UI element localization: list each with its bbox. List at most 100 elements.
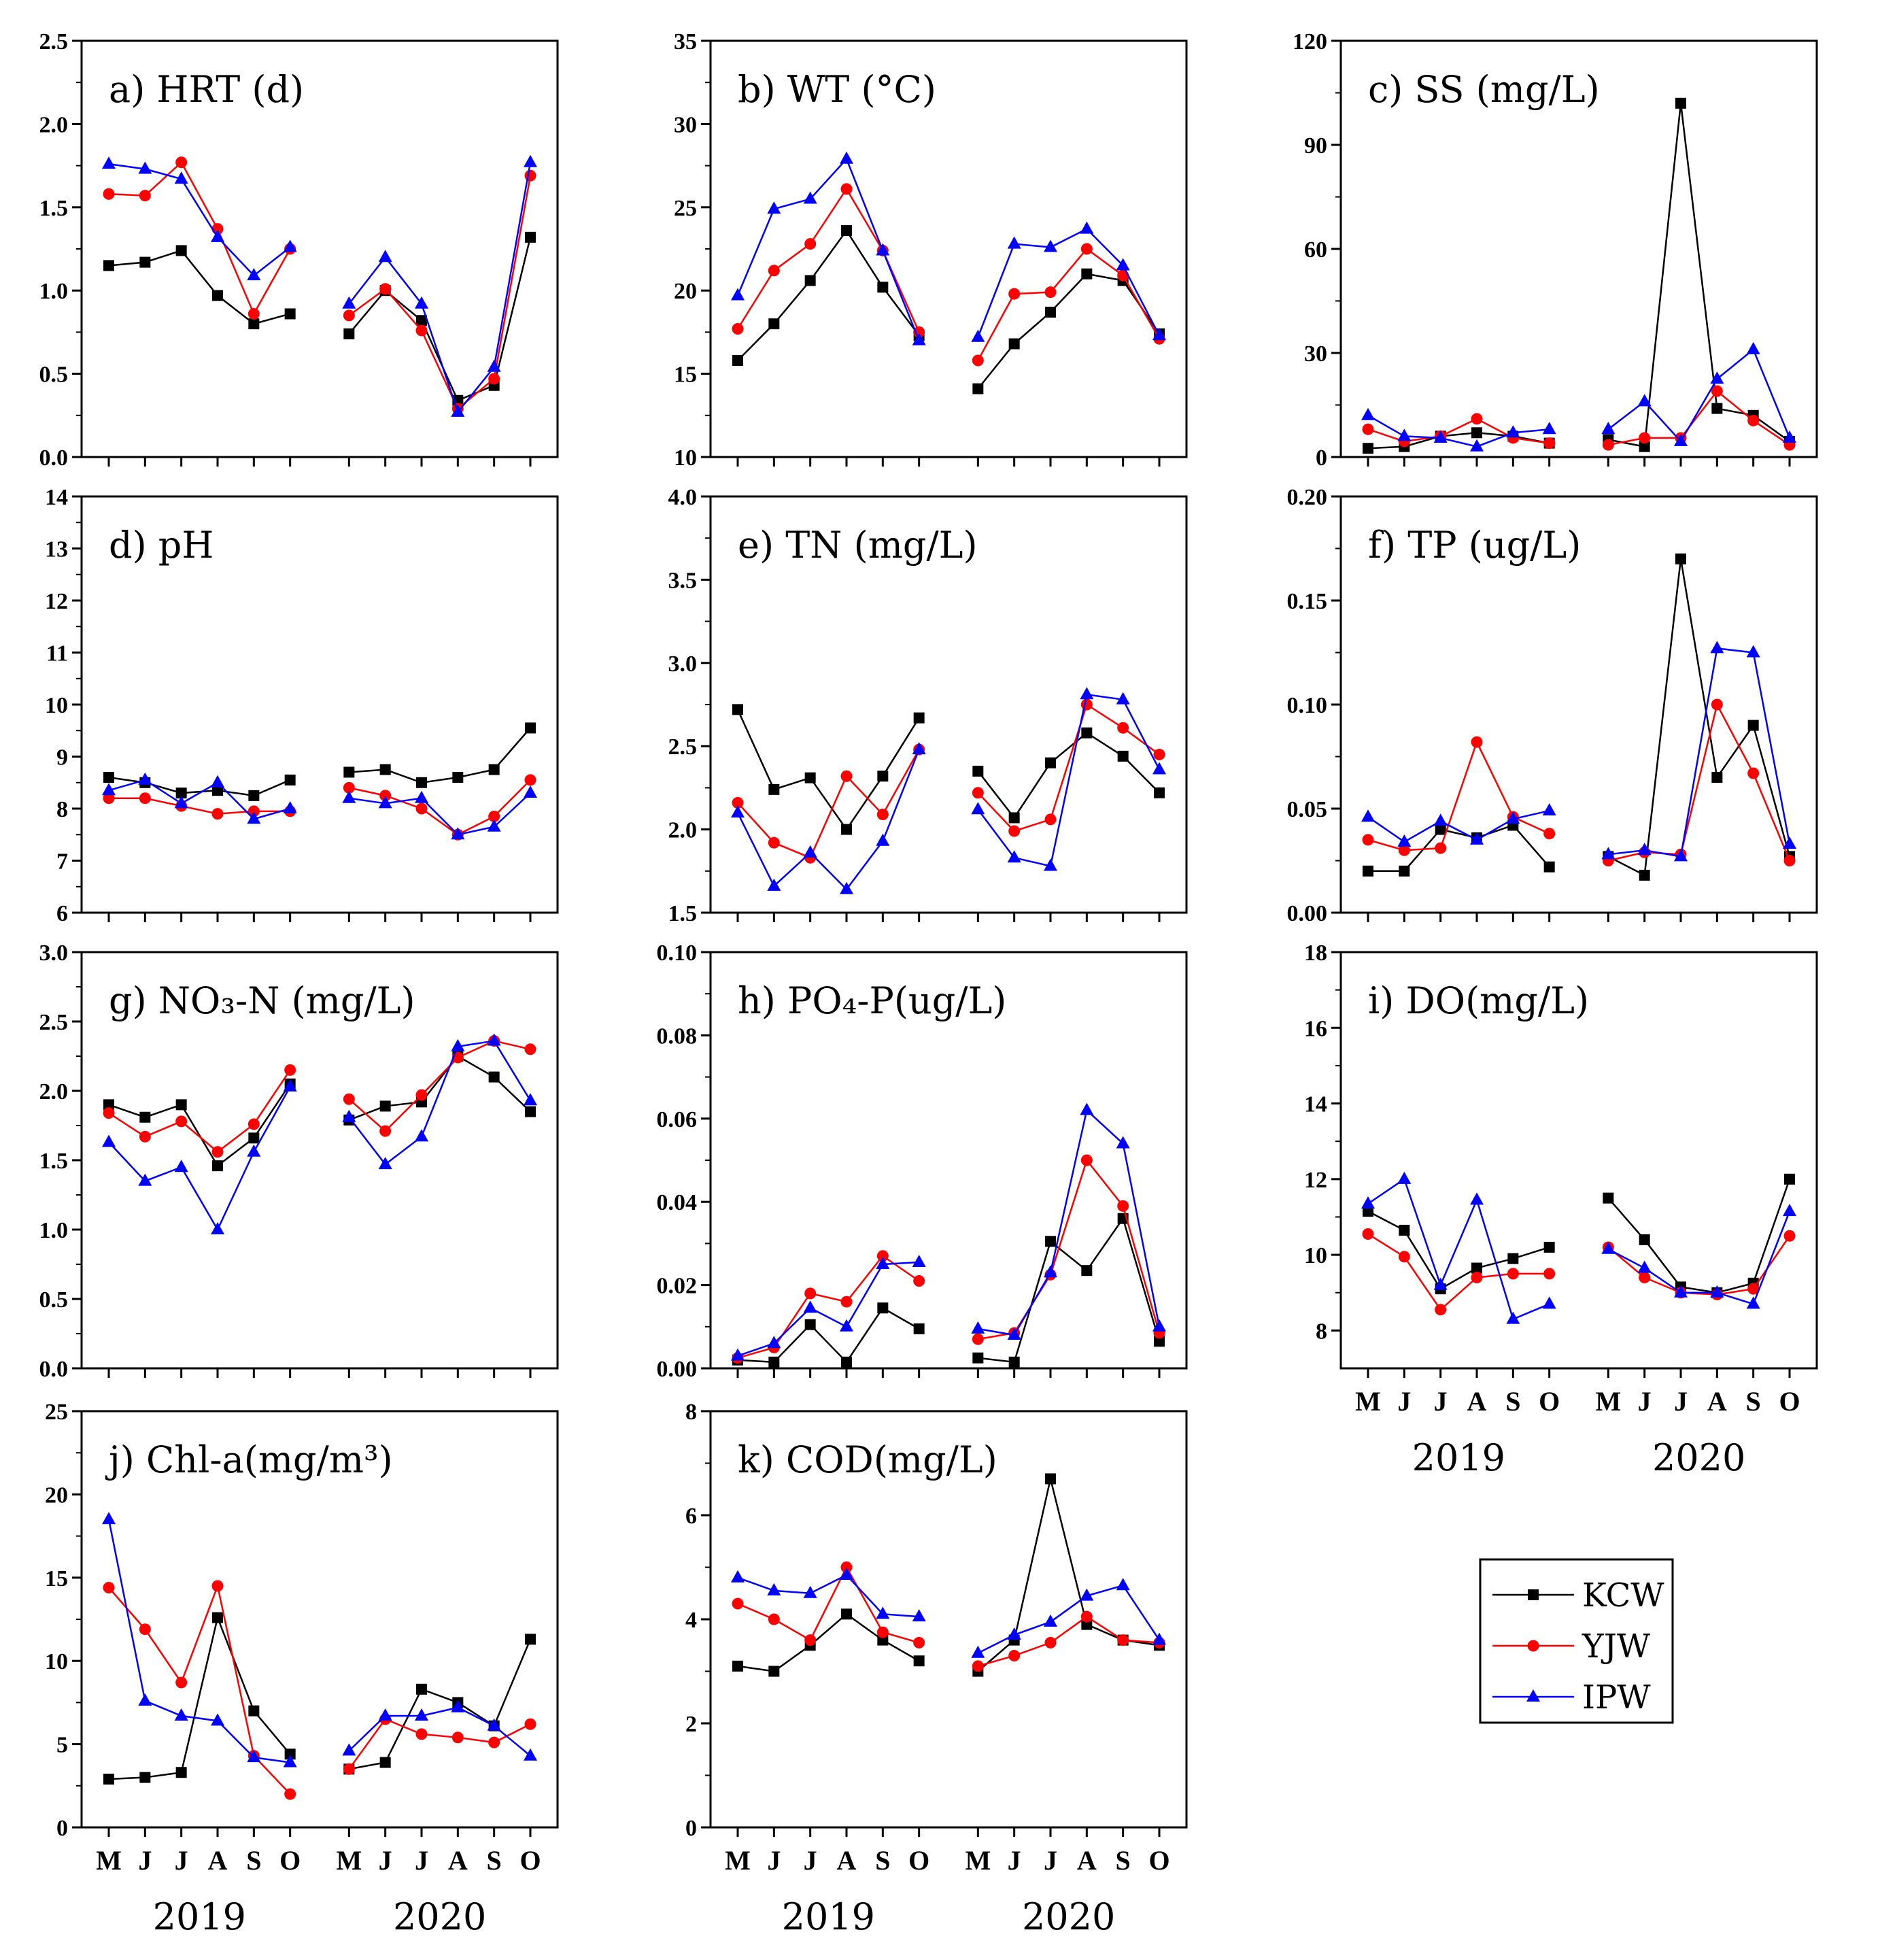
x-tick-label: O (1148, 1845, 1169, 1876)
y-tick-label: 2 (685, 1712, 697, 1737)
series-line-KCW-2019 (737, 1612, 920, 1672)
data-point-YJW (451, 1731, 464, 1744)
x-tick-label: A (837, 1845, 857, 1876)
y-tick-label: 0.0 (39, 445, 69, 471)
y-tick-label: 0.10 (657, 941, 698, 966)
series-line-YJW-2020 (1607, 1235, 1791, 1296)
data-point-IPW (876, 1257, 890, 1269)
data-point-IPW (971, 802, 985, 815)
data-point-IPW (283, 801, 297, 813)
x-tick-label: J (138, 1845, 152, 1876)
data-point-YJW (488, 373, 500, 385)
data-point-KCW (248, 790, 260, 801)
data-point-KCW (1784, 1173, 1795, 1185)
year-label-2020: 2020 (1652, 1436, 1745, 1479)
series-line-KCW-2020 (977, 1479, 1160, 1672)
x-tick-label: J (1397, 1386, 1411, 1417)
data-point-IPW (1783, 1204, 1796, 1217)
series-line-YJW-2019 (736, 187, 920, 333)
series-line-IPW-2020 (1608, 647, 1791, 858)
y-tick-label: 2.0 (39, 1079, 69, 1104)
panel-g: 0.0 0.5 1.0 1.5 2.0 2.5 3.0 g) NO₃-N (mg/L) (39, 941, 559, 1382)
data-point-IPW (912, 1609, 926, 1622)
data-point-IPW (1397, 428, 1412, 441)
x-tick-label: J (1638, 1386, 1652, 1417)
series-line-IPW-2019 (108, 1086, 291, 1232)
panel-title: f) TP (ug/L) (1368, 524, 1581, 567)
data-point-YJW (1711, 698, 1723, 711)
y-tick-label: 1.0 (39, 279, 69, 304)
y-tick-label: 0.04 (657, 1190, 698, 1215)
data-point-KCW (877, 1302, 889, 1314)
y-tick-label: 0.00 (1287, 901, 1328, 926)
series-line-YJW-2020 (977, 1615, 1160, 1668)
data-point-YJW (343, 781, 355, 794)
data-point-IPW (803, 1300, 817, 1313)
x-tick-label: O (1779, 1386, 1800, 1417)
y-tick-label: 25 (674, 196, 697, 221)
x-tick-label: M (965, 1845, 991, 1876)
data-point-YJW (343, 1093, 355, 1105)
legend-label: YJW (1582, 1627, 1651, 1666)
data-point-IPW (1116, 258, 1130, 271)
data-point-IPW (803, 845, 817, 858)
data-point-KCW (768, 1356, 780, 1368)
data-point-KCW (1045, 1236, 1056, 1247)
data-point-IPW (524, 154, 537, 167)
data-point-IPW (1746, 645, 1760, 658)
series-line-IPW-2020 (977, 1584, 1161, 1654)
series-line-KCW-2019 (108, 249, 290, 325)
data-point-KCW (841, 225, 852, 237)
data-point-IPW (840, 881, 853, 894)
panel-title: c) SS (mg/L) (1368, 68, 1600, 111)
legend: KCW YJW IPW (1479, 1558, 1674, 1724)
data-point-KCW (1008, 338, 1020, 350)
panel-title: i) DO(mg/L) (1368, 979, 1589, 1022)
x-tick-label: S (875, 1845, 890, 1876)
series-KCW (732, 225, 1165, 394)
data-point-IPW (767, 1583, 781, 1595)
x-tick-label: M (96, 1845, 122, 1876)
data-point-IPW (138, 1173, 152, 1186)
x-tick-label: A (1707, 1386, 1727, 1417)
data-point-IPW (1152, 328, 1166, 341)
data-point-IPW (1506, 811, 1520, 824)
y-tick-label: 10 (674, 445, 697, 471)
x-tick-label: S (487, 1845, 502, 1876)
data-point-IPW (247, 811, 261, 824)
series-KCW (732, 1213, 1165, 1368)
x-tick-label: M (336, 1845, 362, 1876)
data-point-KCW (732, 1660, 743, 1672)
data-point-KCW (1471, 427, 1482, 439)
y-tick-label: 2.5 (39, 29, 69, 54)
data-point-IPW (451, 827, 465, 840)
data-point-IPW (487, 819, 501, 832)
data-point-IPW (102, 783, 116, 796)
data-point-KCW (972, 1352, 984, 1364)
data-point-IPW (1542, 803, 1556, 816)
data-point-KCW (1363, 1206, 1373, 1217)
data-point-IPW (1433, 813, 1448, 826)
data-point-YJW (103, 1581, 115, 1593)
legend-marker (1527, 1640, 1539, 1652)
data-point-YJW (768, 265, 780, 277)
data-point-KCW (1675, 97, 1686, 109)
data-point-YJW (284, 1064, 296, 1076)
y-tick-label: 3.0 (668, 652, 698, 677)
data-point-YJW (1044, 1636, 1057, 1649)
series-line-IPW-2019 (108, 163, 291, 277)
data-point-IPW (174, 171, 188, 184)
series-line-YJW-2020 (977, 703, 1160, 832)
y-tick-label: 30 (674, 112, 697, 137)
data-point-YJW (1117, 1200, 1129, 1212)
series-line-YJW-2019 (737, 1255, 920, 1359)
data-point-KCW (175, 245, 187, 256)
series-line-KCW-2019 (108, 1083, 291, 1168)
data-point-KCW (488, 1071, 500, 1083)
data-point-IPW (1361, 1196, 1375, 1209)
series-YJW (732, 183, 1165, 367)
data-point-YJW (840, 1296, 853, 1308)
y-tick-label: 10 (45, 693, 68, 718)
y-tick-label: 0 (56, 1816, 68, 1841)
